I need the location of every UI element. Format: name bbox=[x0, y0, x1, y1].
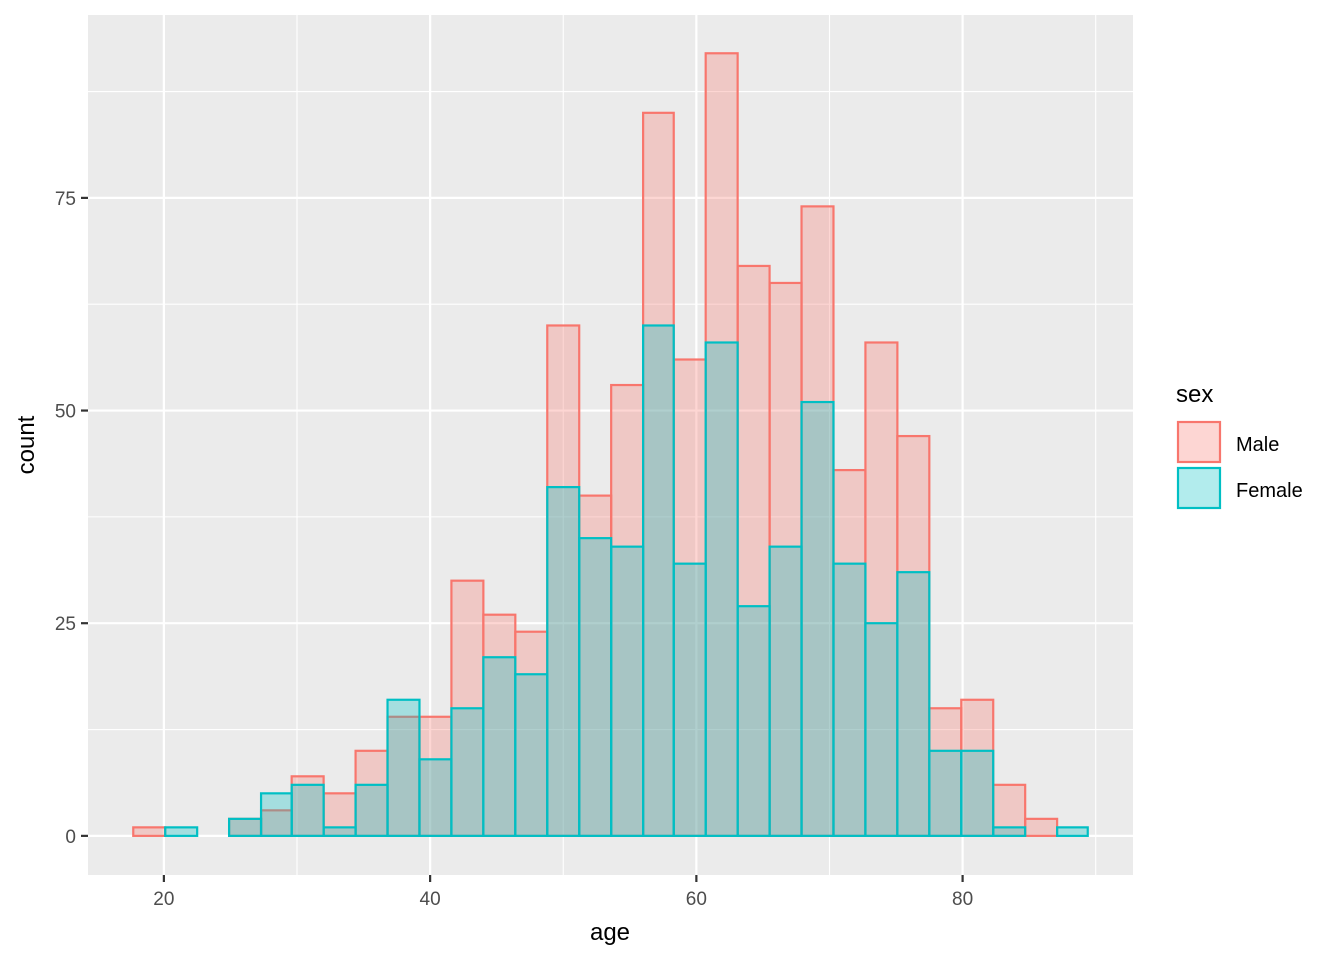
y-tick-label: 25 bbox=[55, 614, 76, 635]
x-tick-label: 80 bbox=[952, 889, 973, 910]
bar-male bbox=[1024, 817, 1059, 837]
series-female-bars bbox=[164, 324, 1089, 837]
bar-female bbox=[546, 486, 581, 837]
y-tick-label: 75 bbox=[55, 189, 76, 210]
bar-female bbox=[164, 826, 199, 837]
bar-female bbox=[386, 698, 421, 837]
bar-male bbox=[832, 468, 867, 837]
bar-female bbox=[672, 562, 707, 837]
bar-male bbox=[928, 707, 963, 837]
legend-label-male: Male bbox=[1236, 434, 1279, 456]
bar-female bbox=[354, 783, 389, 837]
bar-female bbox=[832, 562, 867, 837]
bar-female bbox=[482, 656, 517, 837]
bar-female bbox=[418, 758, 453, 837]
bar-female bbox=[450, 707, 485, 837]
bar-female bbox=[259, 792, 293, 837]
legend: sex Male Female bbox=[1176, 381, 1303, 510]
legend-label-female: Female bbox=[1236, 480, 1303, 502]
bar-female bbox=[992, 826, 1027, 837]
x-tick-label: 20 bbox=[153, 889, 174, 910]
x-axis-title: age bbox=[590, 919, 630, 946]
bar-male bbox=[132, 826, 167, 837]
bar-female bbox=[768, 545, 803, 837]
bar-female bbox=[228, 817, 263, 837]
bar-female bbox=[578, 537, 613, 837]
bar-female bbox=[736, 605, 771, 837]
bar-female bbox=[642, 324, 675, 837]
bar-female bbox=[610, 545, 645, 837]
bar-female bbox=[1056, 826, 1089, 837]
bar-female bbox=[514, 673, 549, 837]
bar-female bbox=[928, 749, 963, 837]
bar-male bbox=[514, 630, 549, 837]
y-tick-label: 0 bbox=[65, 827, 76, 848]
y-tick-label: 50 bbox=[55, 402, 76, 423]
bar-female bbox=[960, 749, 995, 837]
bar-female bbox=[290, 783, 325, 837]
bar-male bbox=[546, 324, 581, 837]
y-axis-title: count bbox=[13, 415, 40, 474]
bar-female bbox=[896, 571, 931, 837]
bar-female bbox=[704, 341, 739, 837]
legend-swatch-male bbox=[1176, 420, 1222, 464]
legend-title: sex bbox=[1176, 381, 1213, 408]
legend-swatch-female bbox=[1176, 466, 1222, 510]
bar-female bbox=[800, 400, 835, 837]
y-axis: 0 25 50 75 bbox=[55, 189, 88, 848]
x-axis: 20 40 60 80 bbox=[153, 875, 973, 910]
bar-female bbox=[322, 826, 357, 837]
x-tick-label: 60 bbox=[686, 889, 707, 910]
x-tick-label: 40 bbox=[420, 889, 441, 910]
bar-female bbox=[864, 622, 899, 837]
bar-male bbox=[290, 775, 325, 837]
